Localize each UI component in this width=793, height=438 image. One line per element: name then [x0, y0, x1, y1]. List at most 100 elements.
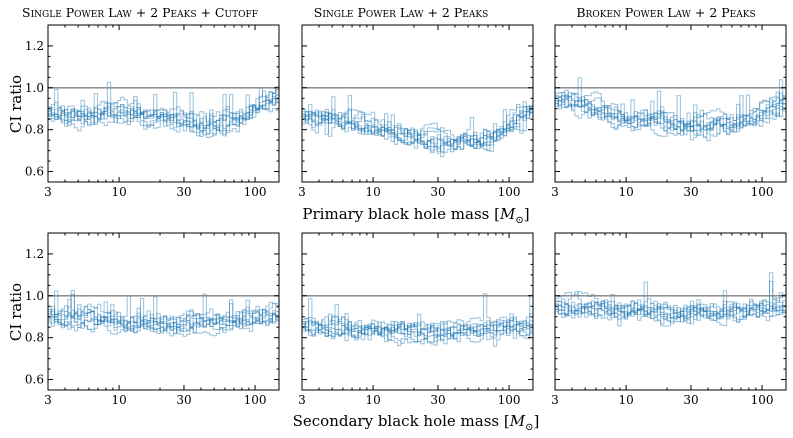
series-line-10	[302, 313, 533, 347]
series-line-9	[302, 293, 533, 340]
column-title-2: Single Power Law + 2 Peaks	[314, 5, 488, 20]
x-tick-label: 30	[683, 185, 698, 199]
series-line-6	[302, 109, 533, 149]
xlabel-primary: Primary black hole mass [M⊙]	[302, 205, 529, 226]
series-line-4	[555, 299, 786, 325]
x-tick-label: 100	[244, 185, 267, 199]
series-line-8	[555, 77, 786, 132]
series-line-5	[302, 313, 533, 343]
series-line-4	[48, 290, 279, 329]
series-line-9	[48, 304, 279, 330]
series-line-2	[555, 95, 786, 142]
series-line-9	[555, 281, 786, 323]
series-line-10	[555, 298, 786, 318]
y-tick-label: 0.8	[25, 331, 44, 345]
series-line-10	[555, 91, 786, 135]
panel-secondary-spl2p-cutoff: 3 10 30 100 0.6 0.8 1.0 1.2	[25, 232, 280, 407]
series-line-3	[302, 316, 533, 346]
series-line-2	[555, 300, 786, 325]
series-line-9	[48, 90, 279, 129]
series-line-8	[555, 272, 786, 327]
series-line-8	[302, 101, 533, 149]
panel-primary-bpl2p: 3 10 30 100	[551, 24, 787, 199]
series-line-7	[555, 281, 786, 323]
y-tick-label: 1.2	[25, 39, 44, 53]
x-tick-label: 10	[111, 393, 126, 407]
series-line-7	[302, 106, 533, 144]
series-line-3	[555, 300, 786, 323]
panel-secondary-spl2p: 3 10 30 100	[298, 232, 534, 407]
series-group	[302, 293, 533, 347]
x-tick-label: 10	[365, 185, 380, 199]
y-tick-label: 1.0	[25, 289, 44, 303]
x-tick-label: 100	[498, 393, 521, 407]
series-group	[302, 94, 533, 158]
series-line-8	[48, 296, 279, 337]
x-tick-label: 100	[498, 185, 521, 199]
series-line-6	[555, 300, 786, 321]
series-line-7	[555, 91, 786, 136]
y-tick-label: 0.6	[25, 165, 44, 179]
xlabel-secondary: Secondary black hole mass [M⊙]	[293, 412, 540, 433]
series-line-10	[48, 295, 279, 330]
series-line-1	[48, 293, 279, 334]
series-line-4	[302, 319, 533, 342]
series-line-2	[302, 294, 533, 344]
x-tick-label: 10	[618, 185, 633, 199]
x-tick-label: 10	[111, 185, 126, 199]
x-tick-label: 3	[551, 185, 559, 199]
series-line-5	[48, 94, 279, 138]
x-tick-label: 30	[683, 393, 698, 407]
series-line-1	[302, 313, 533, 345]
series-line-7	[48, 104, 279, 135]
series-line-2	[48, 301, 279, 337]
x-tick-label: 100	[244, 393, 267, 407]
axes-frame	[47, 24, 280, 183]
x-tick-label: 3	[298, 393, 306, 407]
panel-primary-spl2p: 3 10 30 100	[298, 24, 534, 199]
series-line-5	[555, 294, 786, 327]
series-line-9	[302, 95, 533, 153]
series-line-4	[555, 92, 786, 141]
column-title-3: Broken Power Law + 2 Peaks	[576, 5, 755, 20]
x-tick-label: 3	[298, 185, 306, 199]
series-line-5	[555, 91, 786, 131]
axes-frame	[301, 232, 534, 391]
series-line-4	[48, 81, 279, 131]
series-line-4	[302, 104, 533, 153]
series-line-3	[302, 96, 533, 147]
x-tick-label: 10	[618, 393, 633, 407]
x-tick-label: 30	[430, 185, 445, 199]
panel-primary-spl2p-cutoff: 3 10 30 100 0.6 0.8 1.0 1.2	[25, 24, 280, 199]
series-line-10	[48, 85, 279, 131]
series-group	[48, 290, 279, 337]
axes-frame	[554, 232, 787, 391]
series-line-6	[48, 305, 279, 334]
x-tick-label: 3	[44, 185, 52, 199]
axes-frame	[554, 24, 787, 183]
x-tick-label: 10	[365, 393, 380, 407]
x-tick-label: 30	[176, 393, 191, 407]
x-tick-label: 100	[751, 393, 774, 407]
ylabel-bottom: CI ratio	[7, 283, 25, 341]
series-line-5	[302, 102, 533, 158]
series-line-7	[302, 316, 533, 343]
series-group	[555, 77, 786, 142]
panel-secondary-bpl2p: 3 10 30 100	[551, 232, 787, 407]
series-line-3	[48, 298, 279, 335]
series-line-2	[48, 97, 279, 135]
series-line-8	[48, 91, 279, 130]
axes-frame	[301, 24, 534, 183]
series-line-5	[48, 290, 279, 337]
x-tick-label: 100	[751, 185, 774, 199]
ylabel-top: CI ratio	[7, 75, 25, 133]
series-group	[48, 81, 279, 138]
y-tick-label: 0.6	[25, 373, 44, 387]
series-line-1	[555, 97, 786, 137]
x-tick-label: 3	[44, 393, 52, 407]
series-line-3	[48, 87, 279, 133]
axes-frame	[47, 232, 280, 391]
series-line-2	[302, 106, 533, 150]
